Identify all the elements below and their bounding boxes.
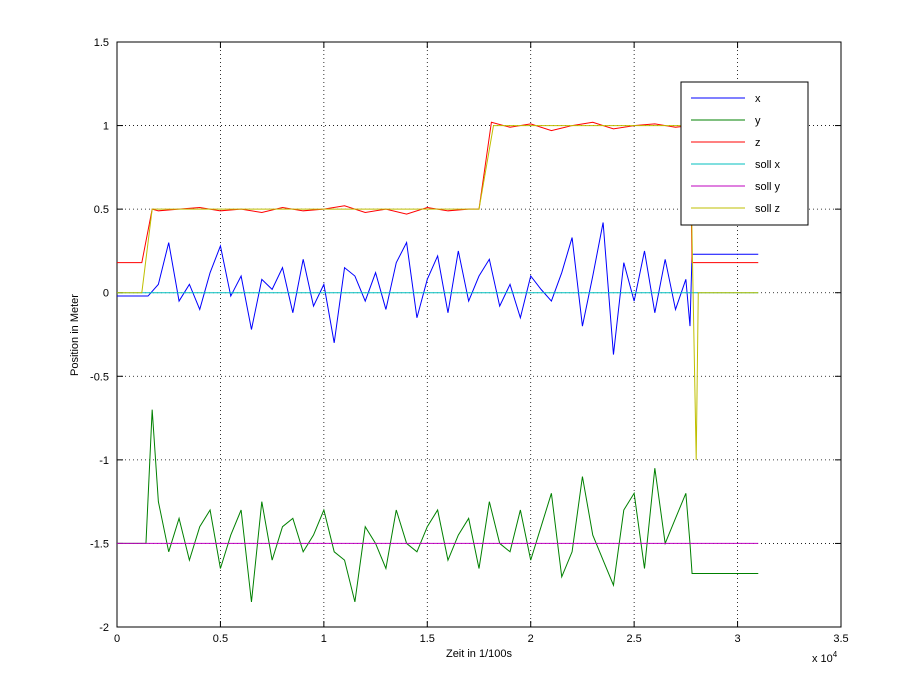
x-tick-label: 0.5 [213, 633, 228, 645]
y-tick-label: 0.5 [94, 204, 109, 216]
y-axis-label: Position in Meter [69, 294, 81, 376]
legend-label: y [755, 115, 761, 127]
legend-label: soll z [755, 203, 780, 215]
series-line [117, 121, 759, 264]
x-multiplier-base: x 10 [812, 653, 833, 665]
series-line [117, 222, 759, 355]
legend-label: z [755, 137, 761, 149]
y-tick-label: 1 [103, 121, 109, 133]
legend-box [680, 81, 809, 226]
legend-label: soll y [755, 181, 781, 193]
y-tick-label: -2 [99, 622, 109, 634]
x-tick-label: 3.5 [833, 633, 848, 645]
y-tick-label: -1 [99, 455, 109, 467]
x-tick-label: 1 [321, 633, 327, 645]
series-line [117, 409, 759, 603]
x-multiplier: x 104 [812, 650, 838, 665]
x-multiplier-exponent: 4 [833, 650, 838, 659]
y-tick-label: 1.5 [94, 37, 109, 49]
x-tick-label: 3 [735, 633, 741, 645]
legend-label: x [755, 93, 761, 105]
legend-label: soll x [755, 159, 781, 171]
x-tick-label: 0 [114, 633, 120, 645]
series-line [117, 125, 759, 460]
x-tick-label: 2 [528, 633, 534, 645]
y-tick-label: 0 [103, 288, 109, 300]
x-tick-label: 1.5 [420, 633, 435, 645]
y-tick-label: -1.5 [90, 538, 109, 550]
x-axis-label: Zeit in 1/100s [446, 648, 513, 660]
x-tick-label: 2.5 [626, 633, 641, 645]
y-tick-label: -0.5 [90, 371, 109, 383]
